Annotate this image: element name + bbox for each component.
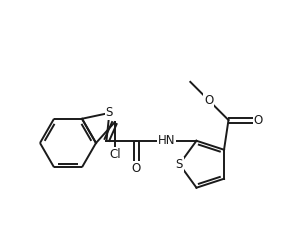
Text: O: O [254,113,263,127]
Text: O: O [132,162,141,175]
Text: S: S [106,106,113,119]
Text: S: S [176,158,183,171]
Text: Cl: Cl [109,148,121,161]
Text: HN: HN [158,134,175,147]
Text: O: O [204,94,213,107]
